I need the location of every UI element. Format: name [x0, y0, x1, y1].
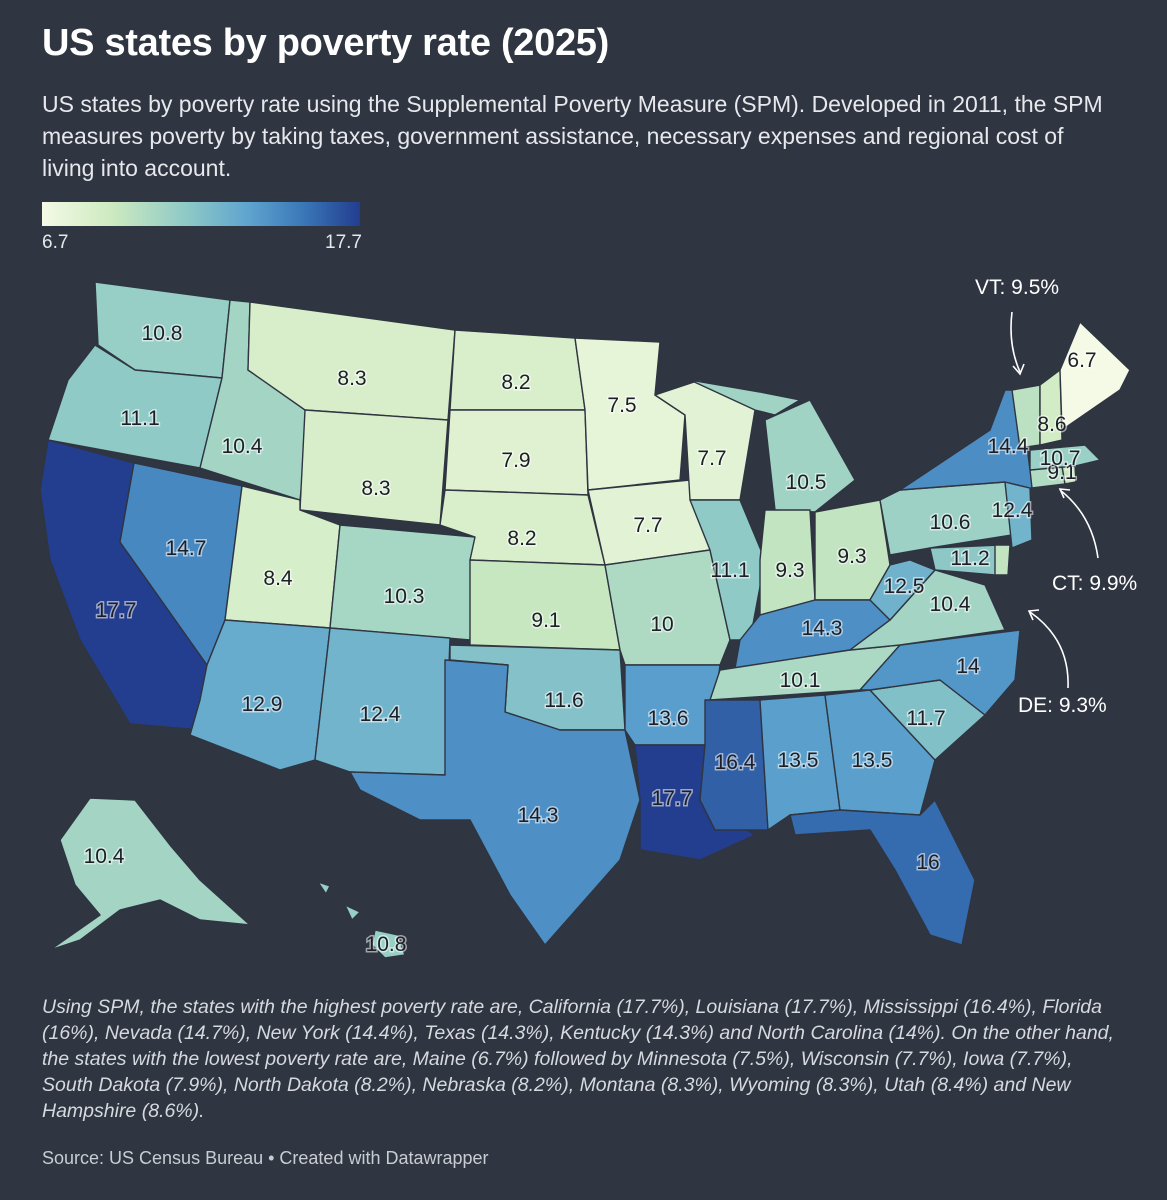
notes-paragraph: Using SPM, the states with the highest p… [42, 996, 1114, 1122]
state-ks [469, 559, 621, 651]
state-label-ca: 17.7 [96, 599, 137, 622]
state-hi [317, 881, 406, 959]
legend-max-label: 17.7 [325, 232, 362, 253]
state-label-nv: 14.7 [166, 537, 207, 560]
state-label-az: 12.9 [242, 693, 283, 716]
legend-gradient-bar [42, 202, 360, 226]
state-label-id: 10.4 [222, 435, 263, 458]
chart-subtitle: US states by poverty rate using the Supp… [42, 91, 1103, 181]
callout-de-text: DE: 9.3% [1018, 694, 1107, 717]
state-mi [689, 379, 856, 513]
state-label-mi: 10.5 [786, 471, 827, 494]
state-label-fl: 16 [916, 851, 939, 874]
state-label-sc: 11.7 [906, 707, 945, 730]
state-label-mn: 7.5 [607, 394, 636, 417]
state-label-ak: 10.4 [84, 845, 125, 868]
state-label-nd: 8.2 [501, 371, 530, 394]
state-me [1059, 321, 1131, 431]
state-label-ky: 14.3 [802, 617, 843, 640]
state-label-nm: 12.4 [360, 703, 401, 726]
state-fl [789, 799, 976, 946]
state-label-nj: 12.4 [992, 499, 1033, 522]
states-layer [39, 281, 1131, 959]
state-label-hi: 10.8 [366, 933, 407, 956]
state-label-ri: 9.1 [1047, 461, 1076, 484]
state-label-tx: 14.3 [518, 804, 559, 827]
callout-ct-arrow [1059, 489, 1099, 559]
callout-de-arrow [1029, 611, 1069, 689]
state-label-in: 9.3 [775, 559, 804, 582]
state-label-va: 10.4 [930, 593, 971, 616]
state-nh [1039, 369, 1063, 446]
labels-layer: 10.8 11.1 17.7 14.7 10.4 8.3 8.3 8.4 12.9 10.3 12.… [82, 321, 1098, 958]
state-wv [869, 559, 936, 621]
state-label-ok: 11.6 [544, 689, 583, 712]
callout-ct-arrowhead [1058, 488, 1071, 499]
state-label-ut: 8.4 [263, 567, 293, 590]
state-nd [449, 329, 586, 411]
state-label-wy: 8.3 [361, 477, 390, 500]
state-label-mt: 8.3 [337, 367, 366, 390]
state-label-il: 11.1 [710, 559, 749, 582]
state-ga [824, 689, 936, 816]
state-mn [574, 337, 686, 491]
state-label-ks: 9.1 [531, 609, 560, 632]
callout-vt-arrow [1010, 311, 1021, 373]
state-de [994, 544, 1011, 576]
state-label-mo: 10 [650, 613, 673, 636]
state-label-wi: 7.7 [697, 447, 726, 470]
state-label-ga: 13.5 [852, 749, 893, 772]
state-tx [349, 659, 641, 946]
state-wy [299, 409, 449, 526]
state-label-md: 11.2 [950, 547, 989, 570]
callout-ct-text: CT: 9.9% [1052, 572, 1137, 595]
state-label-nh: 8.6 [1037, 413, 1066, 436]
state-ma [1029, 444, 1101, 471]
state-label-pa: 10.6 [930, 511, 971, 534]
callout-vt-text: VT: 9.5% [975, 276, 1059, 299]
state-label-al: 13.5 [778, 749, 819, 772]
state-co [329, 524, 476, 641]
state-label-co: 10.3 [384, 585, 425, 608]
state-label-oh: 9.3 [837, 545, 866, 568]
state-label-ma: 10.7 [1040, 447, 1081, 470]
state-label-wv: 12.5 [884, 575, 925, 598]
callout-ct: CT: 9.9% [1052, 488, 1137, 595]
state-label-ia: 7.7 [633, 514, 662, 537]
state-label-sd: 7.9 [501, 449, 530, 472]
state-label-ar: 13.6 [648, 707, 689, 730]
state-label-ny: 14.4 [988, 435, 1029, 458]
state-label-me: 6.7 [1067, 349, 1096, 372]
state-label-wa: 10.8 [142, 322, 183, 345]
callout-de-arrowhead [1027, 609, 1040, 621]
callout-vt: VT: 9.5% [975, 276, 1059, 376]
legend-min-label: 6.7 [42, 232, 69, 253]
source-line: Source: US Census Bureau • Created with … [42, 1148, 489, 1168]
state-label-ne: 8.2 [507, 527, 536, 550]
color-legend: 6.7 17.7 [42, 202, 362, 253]
state-nm [314, 627, 451, 776]
callout-de: DE: 9.3% [1018, 609, 1107, 717]
callout-vt-arrowhead [1012, 363, 1025, 376]
chart-title: US states by poverty rate (2025) [42, 22, 609, 64]
state-label-tn: 10.1 [780, 669, 821, 692]
state-label-ms: 16.4 [715, 751, 756, 774]
state-label-or: 11.1 [120, 407, 159, 430]
state-label-nc: 14 [956, 655, 980, 678]
state-ak [49, 797, 251, 951]
us-choropleth-map: 10.8 11.1 17.7 14.7 10.4 8.3 8.3 8.4 12.9 10.3 12.… [39, 276, 1137, 959]
state-label-la: 17.7 [652, 787, 693, 810]
